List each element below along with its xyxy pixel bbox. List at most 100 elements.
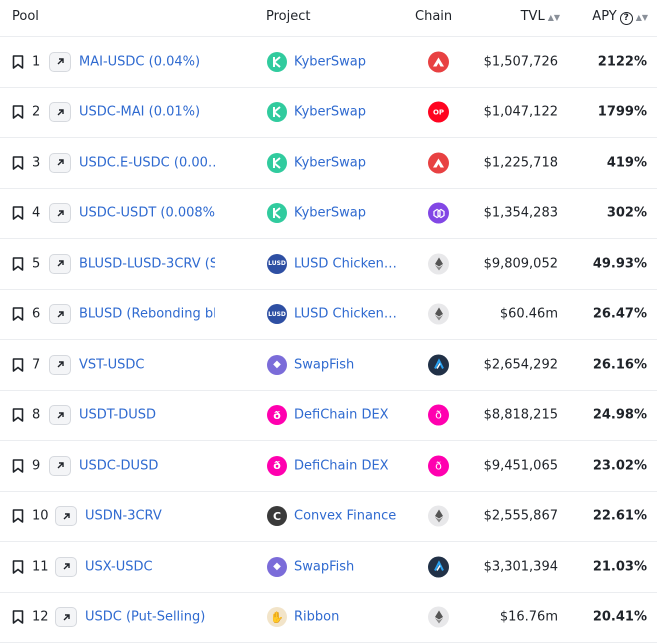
apy-value: 49.93%	[593, 256, 647, 271]
bookmark-icon[interactable]	[12, 307, 24, 321]
external-link-icon[interactable]	[49, 405, 71, 425]
bookmark-icon[interactable]	[12, 358, 24, 372]
table-row[interactable]: 7 VST-USDC ◆ SwapFish $2,654,292 26.16%	[0, 340, 657, 391]
external-link-icon[interactable]	[55, 607, 77, 627]
apy-value: 24.98%	[593, 408, 647, 423]
row-index: 5	[32, 256, 40, 271]
table-row[interactable]: 1 MAI-USDC (0.04%) KyberSwap $1,507,726 …	[0, 37, 657, 88]
table-row[interactable]: 11 USX-USDC ◆ SwapFish $3,301,394 21.03%	[0, 542, 657, 593]
external-link-icon[interactable]	[49, 153, 71, 173]
pool-link[interactable]: VST-USDC	[79, 357, 215, 372]
project-link[interactable]: SwapFish	[294, 559, 354, 574]
lusd-icon: LUSD	[267, 304, 287, 324]
bookmark-icon[interactable]	[12, 257, 24, 271]
pool-link[interactable]: MAI-USDC (0.04%)	[79, 54, 215, 69]
defichain-icon: ð	[428, 405, 449, 426]
apy-value: 1799%	[598, 105, 647, 120]
bookmark-icon[interactable]	[12, 610, 24, 624]
table-row[interactable]: 5 BLUSD-LUSD-3CRV (S LUSD LUSD Chicken… …	[0, 239, 657, 290]
project-link[interactable]: DefiChain DEX	[294, 458, 389, 473]
pool-link[interactable]: USDC-MAI (0.01%)	[79, 105, 215, 120]
external-link-icon[interactable]	[49, 203, 71, 223]
apy-value: 22.61%	[593, 509, 647, 524]
apy-value: 302%	[607, 206, 647, 221]
table-row[interactable]: 12 USDC (Put-Selling) ✋ Ribbon $16.76m 2…	[0, 593, 657, 643]
row-index: 6	[32, 307, 40, 322]
pool-link[interactable]: USX-USDC	[85, 559, 215, 574]
header-tvl-label: TVL	[521, 9, 545, 24]
pool-link[interactable]: USDC.E-USDC (0.00…	[79, 155, 215, 170]
external-link-icon[interactable]	[49, 456, 71, 476]
project-link[interactable]: Ribbon	[294, 610, 339, 625]
table-header: Pool Project Chain TVL▲▼ APY?▲▼	[0, 0, 657, 37]
tvl-value: $1,507,726	[484, 54, 558, 69]
project-link[interactable]: LUSD Chicken…	[294, 256, 397, 271]
swapfish-icon: ◆	[267, 557, 287, 577]
tvl-value: $60.46m	[500, 307, 558, 322]
bookmark-icon[interactable]	[12, 206, 24, 220]
row-index: 7	[32, 357, 40, 372]
apy-value: 20.41%	[593, 610, 647, 625]
bookmark-icon[interactable]	[12, 156, 24, 170]
row-index: 8	[32, 408, 40, 423]
table-row[interactable]: 8 USDT-DUSD ð DefiChain DEX ð $8,818,215…	[0, 391, 657, 442]
project-link[interactable]: SwapFish	[294, 357, 354, 372]
external-link-icon[interactable]	[49, 52, 71, 72]
external-link-icon[interactable]	[49, 254, 71, 274]
swapfish-icon: ◆	[267, 355, 287, 375]
project-link[interactable]: KyberSwap	[294, 155, 366, 170]
bookmark-icon[interactable]	[12, 55, 24, 69]
tvl-value: $1,354,283	[484, 206, 558, 221]
apy-value: 26.16%	[593, 357, 647, 372]
project-link[interactable]: KyberSwap	[294, 105, 366, 120]
project-link[interactable]: LUSD Chicken…	[294, 307, 397, 322]
header-apy-sort[interactable]: APY?▲▼	[592, 9, 648, 25]
table-row[interactable]: 6 BLUSD (Rebonding bL LUSD LUSD Chicken……	[0, 290, 657, 341]
defichain-icon: ð	[428, 455, 449, 476]
header-pool: Pool	[12, 9, 39, 24]
bookmark-icon[interactable]	[12, 408, 24, 422]
table-row[interactable]: 3 USDC.E-USDC (0.00… KyberSwap $1,225,71…	[0, 138, 657, 189]
pool-link[interactable]: BLUSD (Rebonding bL	[79, 307, 215, 322]
kyberswap-icon	[267, 102, 287, 122]
table-row[interactable]: 9 USDC-DUSD ð DefiChain DEX ð $9,451,065…	[0, 441, 657, 492]
project-link[interactable]: DefiChain DEX	[294, 408, 389, 423]
row-index: 12	[32, 610, 49, 625]
row-index: 1	[32, 54, 40, 69]
row-index: 10	[32, 509, 49, 524]
lusd-icon: LUSD	[267, 254, 287, 274]
project-link[interactable]: Convex Finance	[294, 509, 396, 524]
bookmark-icon[interactable]	[12, 105, 24, 119]
polygon-icon	[428, 203, 449, 224]
external-link-icon[interactable]	[49, 355, 71, 375]
header-apy-label: APY	[592, 9, 616, 24]
defichain-icon: ð	[267, 405, 287, 425]
bookmark-icon[interactable]	[12, 560, 24, 574]
bookmark-icon[interactable]	[12, 509, 24, 523]
pool-link[interactable]: USDC (Put-Selling)	[85, 610, 215, 625]
external-link-icon[interactable]	[55, 557, 77, 577]
pool-link[interactable]: BLUSD-LUSD-3CRV (S	[79, 256, 215, 271]
external-link-icon[interactable]	[55, 506, 77, 526]
pool-link[interactable]: USDC-DUSD	[79, 458, 215, 473]
apy-value: 26.47%	[593, 307, 647, 322]
pool-link[interactable]: USDT-DUSD	[79, 408, 215, 423]
arbitrum-icon	[428, 354, 449, 375]
defichain-icon: ð	[267, 456, 287, 476]
project-link[interactable]: KyberSwap	[294, 206, 366, 221]
pool-link[interactable]: USDN-3CRV	[85, 509, 215, 524]
tvl-value: $8,818,215	[484, 408, 558, 423]
help-icon[interactable]: ?	[620, 12, 633, 25]
project-link[interactable]: KyberSwap	[294, 54, 366, 69]
table-row[interactable]: 10 USDN-3CRV C Convex Finance $2,555,867…	[0, 492, 657, 543]
header-tvl-sort[interactable]: TVL▲▼	[521, 9, 560, 24]
tvl-value: $9,451,065	[484, 458, 558, 473]
table-row[interactable]: 2 USDC-MAI (0.01%) KyberSwap OP $1,047,1…	[0, 88, 657, 139]
tvl-value: $2,555,867	[484, 509, 558, 524]
table-row[interactable]: 4 USDC-USDT (0.008%) KyberSwap $1,354,28…	[0, 189, 657, 240]
pool-link[interactable]: USDC-USDT (0.008%)	[79, 206, 215, 221]
bookmark-icon[interactable]	[12, 459, 24, 473]
apy-value: 419%	[607, 155, 647, 170]
external-link-icon[interactable]	[49, 102, 71, 122]
external-link-icon[interactable]	[49, 304, 71, 324]
